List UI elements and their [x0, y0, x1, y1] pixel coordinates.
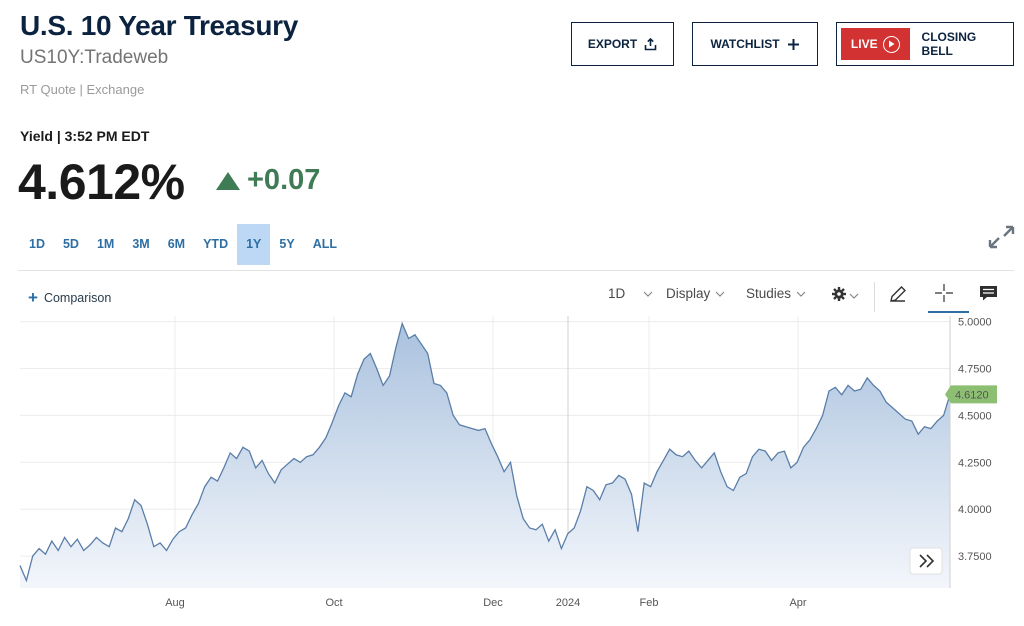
- studies-dropdown[interactable]: Studies: [746, 286, 806, 301]
- watchlist-label: WATCHLIST: [710, 37, 780, 51]
- chevron-down-icon: [849, 293, 859, 299]
- up-arrow-icon: [216, 172, 240, 195]
- symbol-label: US10Y:Tradeweb: [20, 47, 169, 68]
- y-tick-label: 4.0000: [958, 504, 992, 516]
- range-tab-5d[interactable]: 5D: [62, 237, 79, 251]
- chevron-down-icon: [796, 291, 806, 297]
- share-icon: [644, 37, 657, 51]
- range-selector: 1D 5D 1M 3M 6M YTD 1Y 5Y ALL: [20, 224, 346, 265]
- range-tab-5y[interactable]: 5Y: [279, 237, 295, 251]
- x-tick-label: Feb: [640, 597, 659, 609]
- yield-chart[interactable]: 5.0000 4.7500 4.5000 4.2500 4.0000 3.7500 Aug…: [0, 316, 1024, 616]
- divider: [18, 270, 1014, 271]
- display-dropdown[interactable]: Display: [666, 286, 725, 301]
- export-button[interactable]: EXPORT: [571, 22, 674, 66]
- x-tick-label: Apr: [789, 597, 806, 609]
- yield-timestamp: Yield | 3:52 PM EDT: [20, 128, 150, 144]
- y-tick-label: 4.2500: [958, 457, 992, 469]
- watchlist-button[interactable]: WATCHLIST: [692, 22, 818, 66]
- last-value-label: 4.6120: [955, 389, 989, 401]
- x-tick-label: Oct: [325, 597, 342, 609]
- x-tick-label: Dec: [483, 597, 503, 609]
- last-value-tag: [945, 385, 997, 404]
- y-tick-label: 4.7500: [958, 364, 992, 376]
- live-badge: LIVE: [841, 28, 910, 60]
- double-chevron-right-icon: [919, 554, 935, 568]
- chart-area-fill: [20, 323, 950, 588]
- price-change: +0.07: [247, 164, 321, 196]
- x-tick-label: Aug: [165, 597, 185, 609]
- range-tab-1y[interactable]: 1Y: [237, 224, 271, 265]
- interval-label: 1D: [608, 286, 626, 301]
- comparison-button[interactable]: + Comparison: [28, 288, 111, 308]
- comment-icon[interactable]: [979, 285, 998, 301]
- interval-dropdown[interactable]: 1D: [608, 286, 653, 301]
- y-tick-label: 4.5000: [958, 410, 992, 422]
- range-tab-1m[interactable]: 1M: [96, 237, 115, 251]
- y-tick-label: 5.0000: [958, 317, 992, 329]
- live-closing-bell-button[interactable]: LIVE CLOSING BELL: [836, 22, 1014, 66]
- range-tab-all[interactable]: ALL: [312, 237, 337, 251]
- draw-pencil-icon[interactable]: [888, 284, 908, 304]
- y-axis-ticks: 5.0000 4.7500 4.5000 4.2500 4.0000 3.7500: [958, 317, 992, 563]
- scroll-right-button[interactable]: [909, 547, 943, 575]
- closing-bell-label: CLOSING BELL: [921, 30, 977, 58]
- play-icon: [882, 35, 900, 53]
- chevron-down-icon: [715, 291, 725, 297]
- expand-icon[interactable]: [988, 225, 1015, 254]
- live-label: LIVE: [850, 37, 878, 51]
- chart-series-line: [19, 321, 951, 583]
- range-tab-3m[interactable]: 3M: [132, 237, 150, 251]
- active-tool-indicator: [928, 311, 969, 313]
- last-value-marker: 4.6120: [945, 385, 997, 404]
- gear-icon: [831, 286, 847, 305]
- settings-dropdown[interactable]: [831, 286, 859, 305]
- plus-icon: +: [28, 288, 38, 307]
- export-label: EXPORT: [587, 37, 638, 51]
- quote-source: RT Quote | Exchange: [20, 82, 145, 97]
- range-tab-6m[interactable]: 6M: [167, 237, 186, 251]
- page-title: U.S. 10 Year Treasury: [20, 10, 299, 41]
- chevron-down-icon: [643, 291, 653, 297]
- comparison-label: Comparison: [43, 291, 112, 305]
- crosshair-icon[interactable]: [935, 284, 953, 302]
- price-value: 4.612%: [18, 154, 185, 210]
- plus-icon: [787, 38, 800, 51]
- display-label: Display: [666, 286, 711, 301]
- y-tick-label: 3.7500: [958, 551, 992, 563]
- range-tab-1d[interactable]: 1D: [29, 237, 45, 251]
- x-tick-label: 2024: [556, 597, 580, 609]
- studies-label: Studies: [746, 286, 792, 301]
- range-tab-ytd[interactable]: YTD: [203, 237, 229, 251]
- x-axis-ticks: Aug Oct Dec 2024 Feb Apr: [165, 597, 807, 609]
- toolbar-separator: [874, 282, 875, 312]
